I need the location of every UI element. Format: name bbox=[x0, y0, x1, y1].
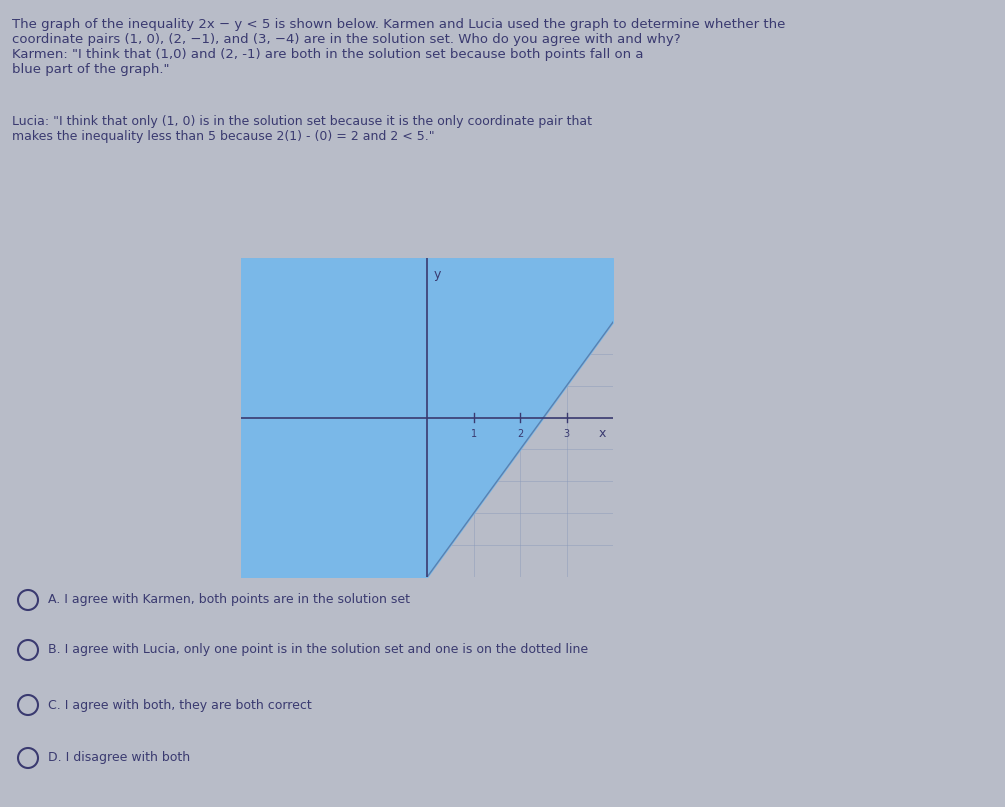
Text: blue part of the graph.": blue part of the graph." bbox=[12, 63, 170, 76]
Text: makes the inequality less than 5 because 2(1) - (0) = 2 and 2 < 5.": makes the inequality less than 5 because… bbox=[12, 130, 434, 143]
Text: D. I disagree with both: D. I disagree with both bbox=[48, 751, 190, 764]
Text: y: y bbox=[434, 268, 441, 281]
Text: 2: 2 bbox=[517, 429, 524, 439]
Text: The graph of the inequality 2x − y < 5 is shown below. Karmen and Lucia used the: The graph of the inequality 2x − y < 5 i… bbox=[12, 18, 785, 31]
Text: 1: 1 bbox=[470, 429, 476, 439]
Text: x: x bbox=[599, 427, 606, 440]
Text: coordinate pairs (1, 0), (2, −1), and (3, −4) are in the solution set. Who do yo: coordinate pairs (1, 0), (2, −1), and (3… bbox=[12, 33, 680, 46]
Text: Lucia: "I think that only (1, 0) is in the solution set because it is the only c: Lucia: "I think that only (1, 0) is in t… bbox=[12, 115, 592, 128]
Text: Karmen: "I think that (1,0) and (2, -1) are both in the solution set because bot: Karmen: "I think that (1,0) and (2, -1) … bbox=[12, 48, 643, 61]
Text: B. I agree with Lucia, only one point is in the solution set and one is on the d: B. I agree with Lucia, only one point is… bbox=[48, 643, 588, 657]
Text: C. I agree with both, they are both correct: C. I agree with both, they are both corr… bbox=[48, 699, 312, 712]
Text: A. I agree with Karmen, both points are in the solution set: A. I agree with Karmen, both points are … bbox=[48, 593, 410, 607]
Text: 3: 3 bbox=[564, 429, 570, 439]
